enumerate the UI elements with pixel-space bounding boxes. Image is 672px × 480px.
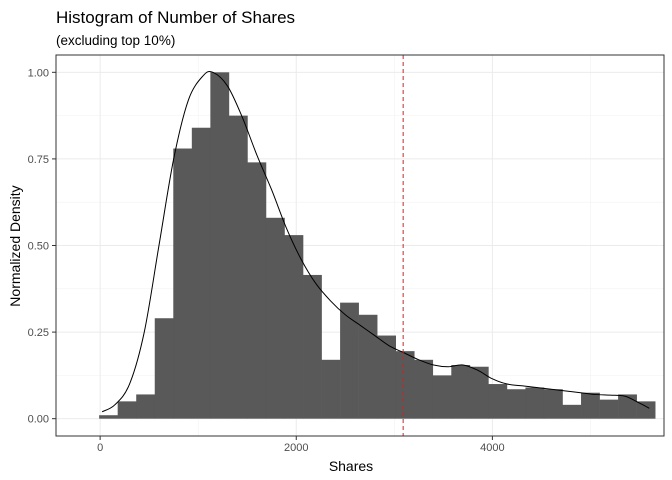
histogram-bar [414,359,434,419]
histogram-bar [543,389,563,419]
density-curve [101,70,650,413]
histogram-bar [303,274,322,419]
histogram-bar [154,318,174,419]
y-tick-label: 0.00 [28,414,49,426]
histogram-bar [136,394,156,419]
histogram-bar [581,392,600,419]
histogram-bar [451,364,471,419]
histogram-bar [247,162,267,419]
x-tick-label: 2000 [284,442,308,454]
y-tick-label: 0.50 [28,241,49,253]
histogram-bar [265,217,285,419]
x-axis-title: Shares [329,458,373,474]
histogram-bar [340,302,359,419]
y-tick-label: 1.00 [28,67,49,79]
chart-title: Histogram of Number of Shares [56,8,295,27]
histogram-bar [377,335,396,419]
histogram-bar [562,404,582,419]
x-tick-label: 0 [97,442,103,454]
histogram-bar [173,148,193,419]
histogram-bar [117,401,137,419]
y-tick-label: 0.25 [28,327,49,339]
chart-subtitle: (excluding top 10%) [56,33,175,48]
histogram-bar [284,235,304,419]
histogram-bar [506,389,526,419]
axis-ticks: 0 2000 4000 0.00 0.25 0.50 0.75 1.00 [28,67,505,454]
histogram-bar [469,366,489,419]
histogram-bar [210,72,230,419]
histogram-bar [321,359,341,419]
histogram-bar [191,127,211,419]
histogram-bar [488,384,508,419]
y-tick-label: 0.75 [28,154,49,166]
histogram-bar [395,351,415,419]
histogram-bar [525,387,545,419]
histogram-bar [432,375,452,419]
histogram-bar [599,399,619,419]
histogram-bars [99,72,656,419]
y-axis-title: Normalized Density [7,185,23,306]
x-tick-label: 4000 [480,442,504,454]
histogram-bar [636,401,656,419]
histogram-bar [358,314,378,419]
histogram-bar [99,415,118,419]
histogram-bar [618,394,637,419]
histogram-bar [228,115,248,419]
